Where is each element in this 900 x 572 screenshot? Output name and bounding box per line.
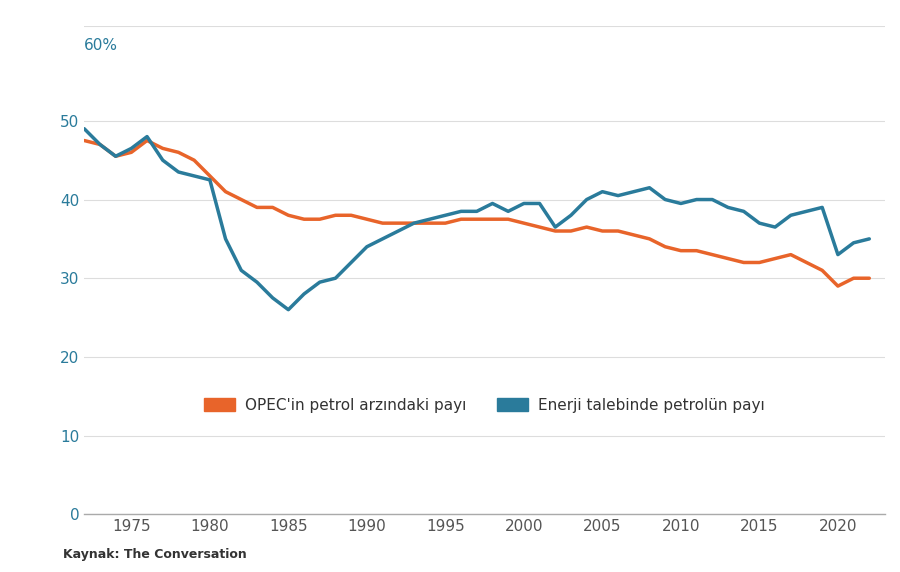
Legend: OPEC'in petrol arzındaki payı, Enerji talebinde petrolün payı: OPEC'in petrol arzındaki payı, Enerji ta… — [198, 391, 771, 419]
Text: 60%: 60% — [85, 38, 118, 53]
Text: Kaynak: The Conversation: Kaynak: The Conversation — [63, 547, 247, 561]
